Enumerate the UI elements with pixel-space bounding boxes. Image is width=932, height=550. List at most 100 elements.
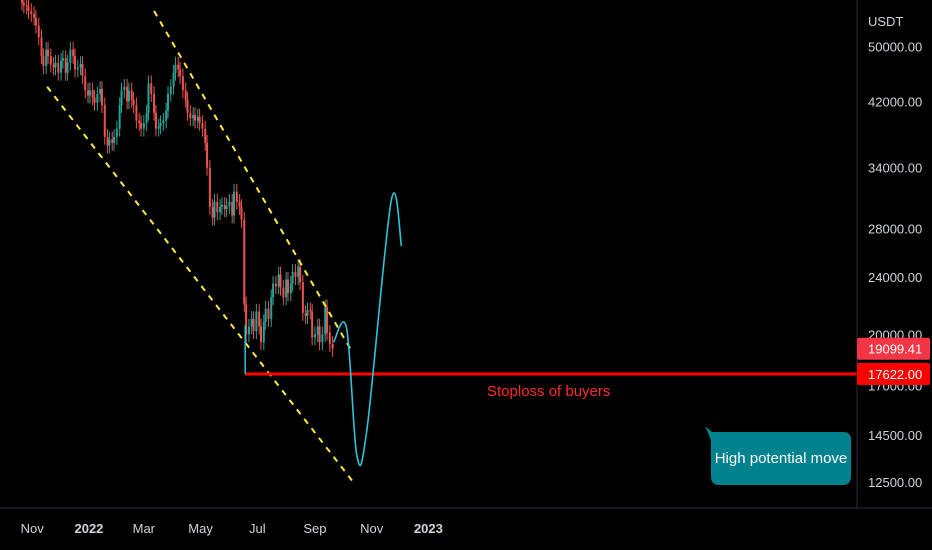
candle-up	[233, 191, 236, 216]
candle-up	[306, 310, 309, 316]
candle-down	[84, 76, 87, 91]
candle-down	[42, 56, 45, 67]
candle-up	[321, 334, 324, 343]
candle-up	[79, 64, 82, 68]
candle-up	[316, 326, 319, 335]
time-tick-label: Jul	[249, 521, 266, 536]
candle-up	[291, 271, 294, 284]
price-tick-label: 34000.00	[868, 161, 922, 176]
candle-down	[181, 76, 184, 91]
candle-up	[247, 326, 250, 335]
candle-down	[301, 282, 304, 314]
candle-up	[277, 274, 280, 287]
candle-up	[123, 86, 126, 91]
projection-path	[332, 192, 403, 467]
candle-up	[115, 128, 118, 137]
candle-up	[172, 72, 175, 87]
price-tag-label: 19099.41	[868, 342, 922, 357]
time-tick-label: Nov	[360, 521, 384, 536]
candle-down	[274, 283, 277, 287]
candle-down	[72, 49, 75, 57]
candle-down	[177, 64, 180, 70]
callout-shape	[705, 426, 851, 485]
price-tick-label: 24000.00	[868, 270, 922, 285]
candle-up	[113, 136, 116, 143]
time-tick-label: 2022	[74, 521, 103, 536]
channel-upper-line	[153, 10, 353, 351]
candle-down	[243, 219, 246, 305]
candle-down	[208, 167, 211, 207]
candle-up	[250, 318, 253, 327]
candle-up	[127, 90, 130, 102]
candle-up	[45, 49, 48, 67]
candle-down	[21, 0, 23, 3]
candle-up	[313, 334, 316, 338]
candle-up	[162, 120, 165, 123]
candle-up	[157, 126, 160, 129]
candle-up	[289, 283, 292, 294]
candle-down	[231, 201, 234, 216]
candle-up	[165, 110, 168, 121]
candlestick-series	[21, 0, 334, 357]
callout-annotation: High potential move	[715, 450, 848, 467]
candle-up	[262, 321, 265, 343]
candle-down	[311, 311, 314, 338]
candle-down	[326, 307, 329, 333]
candle-down	[154, 112, 157, 129]
candle-down	[204, 128, 207, 143]
candle-down	[193, 115, 196, 121]
time-tick-label: 2023	[414, 521, 443, 536]
candle-down	[27, 6, 30, 12]
candle-down	[74, 56, 77, 70]
candle-down	[103, 105, 106, 137]
candle-down	[328, 332, 331, 344]
candle-down	[201, 122, 204, 129]
support-annotation: Stoploss of buyers	[487, 383, 610, 400]
candle-down	[198, 116, 201, 123]
candle-up	[54, 62, 57, 68]
candle-down	[22, 2, 25, 6]
candle-down	[140, 122, 143, 129]
candle-down	[33, 13, 36, 18]
candle-down	[245, 304, 248, 335]
candle-down	[100, 88, 103, 106]
candle-down	[49, 56, 52, 65]
currency-label: USDT	[868, 14, 903, 29]
candle-down	[318, 326, 321, 343]
candle-up	[96, 93, 99, 103]
price-tick-label: 50000.00	[868, 40, 922, 55]
price-tick-label: 14500.00	[868, 428, 922, 443]
candle-down	[235, 191, 238, 202]
candle-down	[294, 271, 297, 278]
candle-down	[309, 310, 312, 312]
candle-up	[145, 112, 148, 123]
candle-down	[111, 139, 114, 143]
candle-up	[272, 283, 275, 298]
candle-up	[76, 67, 79, 70]
candle-up	[174, 64, 177, 73]
candle-down	[189, 112, 192, 119]
candle-down	[47, 49, 50, 57]
candle-down	[64, 58, 67, 73]
candle-down	[130, 90, 133, 100]
candle-down	[126, 86, 129, 102]
candle-up	[142, 122, 145, 129]
candle-down	[279, 274, 282, 288]
candle-up	[285, 279, 288, 298]
time-tick-label: May	[188, 521, 213, 536]
time-axis[interactable]: Nov 2022 Mar May Jul Sep Nov 2023	[21, 521, 443, 536]
candle-up	[228, 201, 231, 206]
candle-down	[260, 326, 263, 343]
candle-down	[206, 142, 209, 168]
candle-down	[52, 64, 55, 68]
candle-up	[213, 201, 216, 218]
candle-up	[108, 139, 111, 146]
candle-up	[159, 122, 162, 127]
candle-up	[225, 205, 228, 210]
price-tags: 19099.41 17622.00	[857, 337, 930, 386]
price-tick-label: 28000.00	[868, 222, 922, 237]
candle-down	[223, 204, 226, 210]
candle-down	[153, 93, 156, 113]
candle-down	[282, 287, 285, 298]
